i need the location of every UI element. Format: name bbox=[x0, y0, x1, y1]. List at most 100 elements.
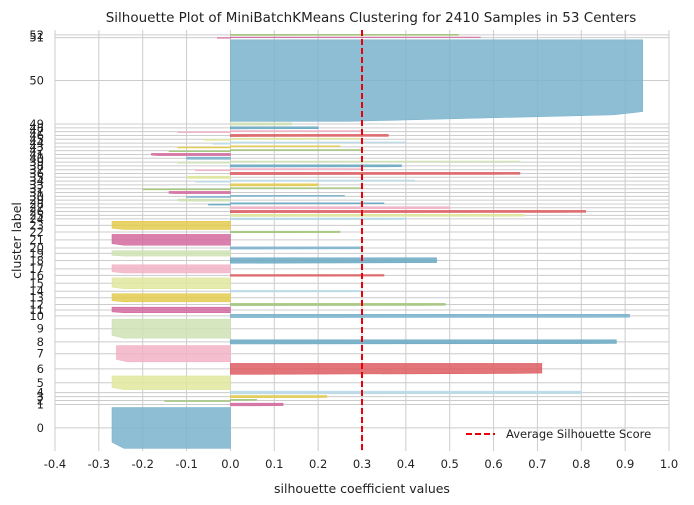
chart-title: Silhouette Plot of MiniBatchKMeans Clust… bbox=[106, 10, 637, 26]
legend-label: Average Silhouette Score bbox=[506, 427, 651, 441]
x-tick-labels: -0.4 -0.3 -0.2 -0.1 0.0 0.1 0.2 0.3 0.4 0.5 0.6 0.7… bbox=[44, 457, 678, 471]
cluster-44-silhouette bbox=[212, 141, 407, 145]
y-tick-label: 22 bbox=[29, 225, 44, 239]
y-tick-label: 29 bbox=[29, 193, 44, 207]
cluster-31-silhouette bbox=[168, 191, 231, 194]
y-tick-label: 30 bbox=[29, 189, 44, 203]
cluster-49-silhouette bbox=[230, 122, 293, 126]
cluster-8-silhouette bbox=[230, 339, 617, 345]
y-tick-label: 52 bbox=[29, 28, 44, 42]
cluster-43-silhouette bbox=[177, 145, 341, 149]
cluster-30-silhouette bbox=[186, 194, 345, 198]
y-tick-label: 33 bbox=[29, 178, 44, 192]
y-tick-label: 39 bbox=[29, 155, 44, 169]
cluster-20-silhouette bbox=[230, 246, 363, 250]
cluster-33-silhouette bbox=[230, 183, 319, 187]
x-tick-label: 0.6 bbox=[484, 457, 502, 471]
silhouette-bars bbox=[111, 34, 643, 449]
x-tick-label: -0.1 bbox=[175, 457, 197, 471]
cluster-16-silhouette bbox=[230, 274, 385, 277]
cluster-46-silhouette bbox=[230, 134, 389, 137]
cluster-5-silhouette bbox=[111, 375, 231, 390]
y-tick-label: 43 bbox=[29, 140, 44, 154]
y-tick-label: 7 bbox=[37, 347, 44, 361]
cluster-38-silhouette bbox=[230, 164, 402, 168]
y-tick-label: 38 bbox=[29, 159, 44, 173]
x-tick-label: 0.2 bbox=[309, 457, 327, 471]
y-tick-label: 42 bbox=[29, 144, 44, 158]
y-tick-label: 48 bbox=[29, 121, 44, 135]
cluster-52-silhouette bbox=[230, 34, 459, 36]
cluster-12-silhouette bbox=[230, 303, 446, 306]
y-tick-labels: 0123456789101112131415161718192021222324… bbox=[29, 28, 44, 435]
x-tick-label: 0.1 bbox=[265, 457, 283, 471]
y-tick-label: 47 bbox=[29, 125, 44, 139]
cluster-51-silhouette bbox=[216, 36, 481, 39]
x-tick-label: 0.0 bbox=[221, 457, 239, 471]
y-tick-label: 10 bbox=[29, 309, 44, 323]
y-tick-label: 28 bbox=[29, 197, 44, 211]
y-axis-label: cluster label bbox=[9, 202, 24, 279]
y-tick-label: 13 bbox=[29, 291, 44, 305]
x-tick-label: 0.8 bbox=[572, 457, 590, 471]
y-tick-label: 27 bbox=[29, 201, 44, 215]
cluster-15-silhouette bbox=[111, 277, 231, 290]
y-tick-label: 20 bbox=[29, 241, 44, 255]
y-tick-label: 4 bbox=[37, 386, 44, 400]
y-tick-label: 46 bbox=[29, 128, 44, 142]
cluster-10-silhouette bbox=[230, 313, 630, 318]
y-tick-label: 49 bbox=[29, 117, 44, 131]
y-tick-label: 35 bbox=[29, 170, 44, 184]
y-tick-label: 41 bbox=[29, 147, 44, 161]
x-tick-label: 1.0 bbox=[660, 457, 678, 471]
cluster-7-silhouette bbox=[116, 345, 231, 363]
x-axis-label: silhouette coefficient values bbox=[274, 481, 450, 496]
cluster-4-silhouette bbox=[230, 390, 582, 395]
y-tick-label: 14 bbox=[29, 284, 44, 298]
cluster-2-silhouette bbox=[164, 399, 258, 402]
y-tick-label: 40 bbox=[29, 151, 44, 165]
y-tick-label: 17 bbox=[29, 262, 44, 276]
y-tick-label: 31 bbox=[29, 186, 44, 200]
y-tick-label: 23 bbox=[29, 218, 44, 232]
cluster-36-silhouette bbox=[230, 172, 521, 175]
cluster-6-silhouette bbox=[230, 363, 543, 375]
cluster-13-silhouette bbox=[111, 293, 231, 303]
y-tick-label: 51 bbox=[29, 31, 44, 45]
y-tick-label: 5 bbox=[37, 376, 44, 390]
y-tick-label: 16 bbox=[29, 268, 44, 282]
x-tick-label: -0.3 bbox=[88, 457, 110, 471]
y-tick-label: 24 bbox=[29, 212, 44, 226]
y-tick-label: 25 bbox=[29, 208, 44, 222]
cluster-3-silhouette bbox=[230, 395, 328, 399]
cluster-50-silhouette bbox=[230, 39, 643, 122]
cluster-19-silhouette bbox=[111, 250, 231, 257]
cluster-41-silhouette bbox=[151, 153, 231, 156]
x-tick-label: 0.4 bbox=[397, 457, 415, 471]
cluster-28-silhouette bbox=[208, 202, 385, 206]
x-tick-label: -0.2 bbox=[131, 457, 153, 471]
x-tick-label: 0.9 bbox=[616, 457, 634, 471]
y-tick-label: 44 bbox=[29, 136, 44, 150]
y-tick-label: 18 bbox=[29, 253, 44, 267]
cluster-35-silhouette bbox=[186, 175, 231, 179]
x-tick-label: 0.7 bbox=[528, 457, 546, 471]
cluster-39-silhouette bbox=[177, 160, 521, 164]
cluster-34-silhouette bbox=[195, 179, 415, 183]
y-tick-label: 12 bbox=[29, 298, 44, 312]
cluster-40-silhouette bbox=[186, 156, 231, 160]
cluster-48-silhouette bbox=[230, 126, 319, 130]
legend: Average Silhouette Score bbox=[466, 427, 651, 441]
cluster-29-silhouette bbox=[177, 198, 231, 202]
x-tick-label: -0.4 bbox=[44, 457, 66, 471]
y-tick-label: 32 bbox=[29, 182, 44, 196]
cluster-9-silhouette bbox=[111, 318, 231, 339]
cluster-22-silhouette bbox=[230, 230, 341, 234]
cluster-21-silhouette bbox=[111, 234, 231, 246]
cluster-27-silhouette bbox=[230, 206, 451, 210]
y-tick-label: 11 bbox=[29, 303, 44, 317]
cluster-14-silhouette bbox=[230, 290, 363, 293]
x-tick-label: 0.5 bbox=[441, 457, 459, 471]
cluster-18-silhouette bbox=[230, 257, 437, 264]
